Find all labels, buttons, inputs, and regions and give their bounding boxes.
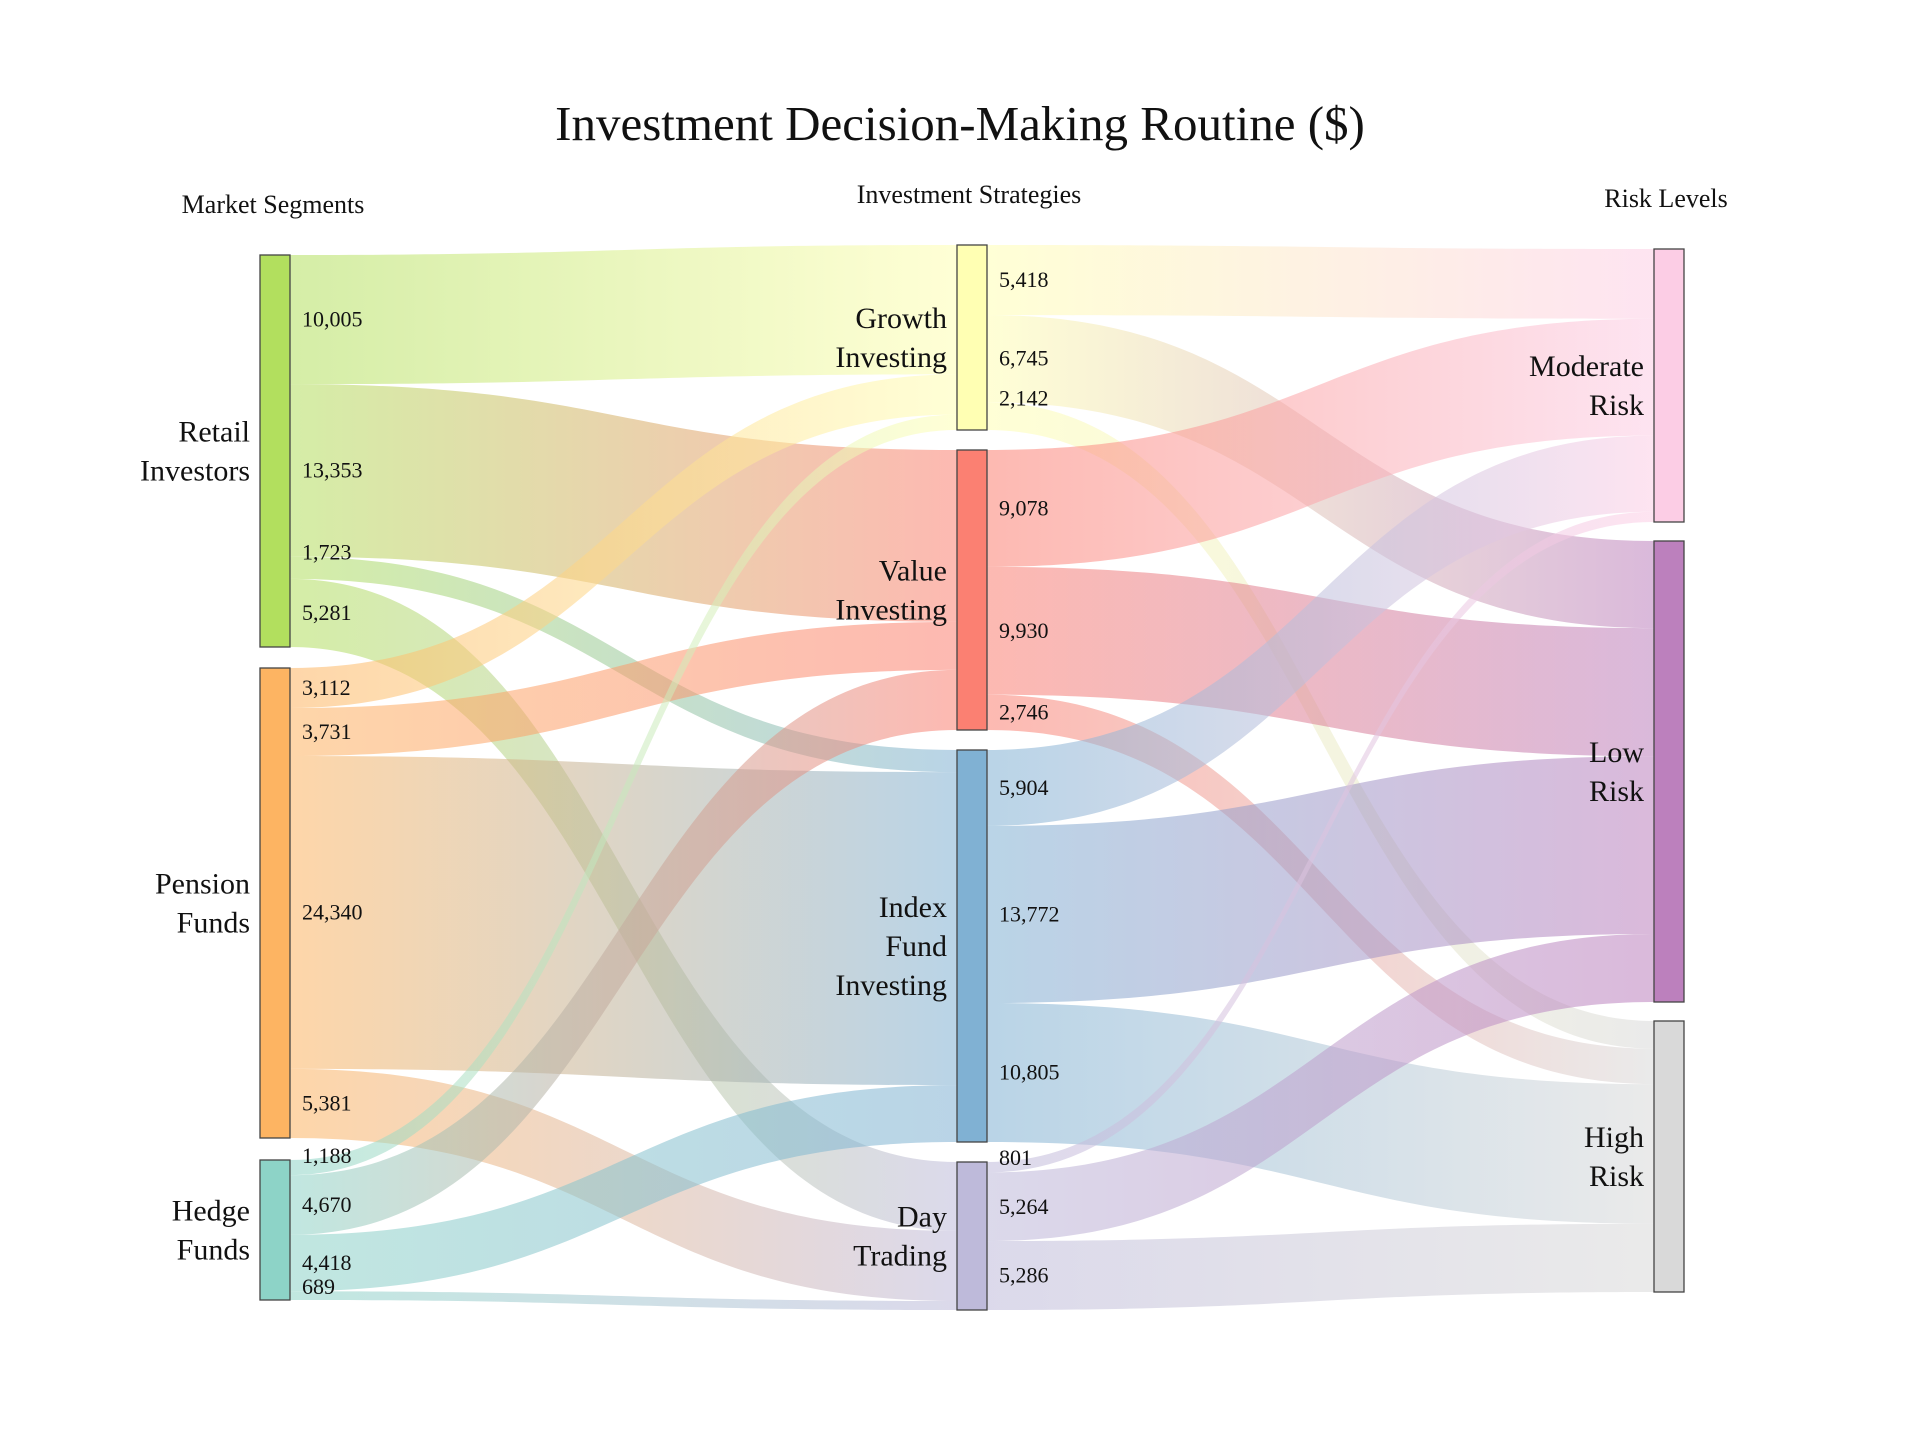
link-value-growth-high: 2,142: [999, 385, 1049, 410]
node-pension: [259, 667, 291, 1139]
node-label-growth: Growth Investing: [835, 302, 947, 374]
link-hedge-value: [290, 669, 957, 1235]
link-value-pension-value: 3,731: [302, 719, 352, 744]
link-hedge-day: [290, 1291, 957, 1310]
column-header-risk-levels: Risk Levels: [1604, 184, 1728, 213]
link-value-hedge-day: 689: [302, 1274, 335, 1299]
link-pension-value: [290, 621, 957, 756]
link-index-moderate: [987, 435, 1654, 826]
link-value-index-high: 10,805: [999, 1060, 1060, 1085]
link-value-retail-growth: 10,005: [302, 307, 363, 332]
link-value-hedge-growth: 1,188: [302, 1143, 352, 1168]
link-value-pension-growth: 3,112: [302, 675, 351, 700]
link-growth-moderate: [987, 245, 1654, 319]
link-day-moderate: [987, 511, 1654, 1173]
link-growth-high: [987, 402, 1654, 1049]
link-value-hedge-index: 4,418: [302, 1250, 352, 1275]
link-retail-growth: [290, 245, 957, 385]
link-value-pension-day: 5,381: [302, 1090, 352, 1115]
link-hedge-growth: [290, 414, 957, 1176]
link-day-high: [987, 1223, 1654, 1310]
labels-layer: 10,005 13,353 1,723 5,281 3,112 3,731 24,340 5,…: [140, 267, 1644, 1299]
chart-title: Investment Decision-Making Routine ($): [555, 96, 1365, 151]
node-label-high: High Risk: [1584, 1121, 1644, 1193]
node-label-retail: Retail Investors: [140, 416, 250, 488]
link-value-hedge-value: 4,670: [302, 1192, 352, 1217]
node-high: [1653, 1020, 1685, 1293]
link-value-day-moderate: 801: [999, 1145, 1032, 1170]
node-label-day: Day Trading: [853, 1201, 947, 1273]
node-moderate: [1653, 248, 1685, 523]
link-value-value-low: 9,930: [999, 618, 1049, 643]
link-retail-index: [290, 556, 957, 773]
links-layer: [290, 245, 1654, 1310]
link-value-retail-value: 13,353: [302, 457, 363, 482]
column-header-investment-strategies: Investment Strategies: [857, 180, 1082, 209]
node-label-pension: Pension Funds: [155, 868, 250, 940]
node-value: [956, 449, 988, 731]
node-day: [956, 1161, 988, 1311]
nodes-layer: [259, 244, 1685, 1311]
link-value-day-high: 5,286: [999, 1263, 1049, 1288]
node-low: [1653, 540, 1685, 1003]
node-hedge: [259, 1159, 291, 1301]
link-value-growth-low: 6,745: [999, 346, 1049, 371]
link-value-growth-moderate: 5,418: [999, 267, 1049, 292]
link-day-low: [987, 934, 1654, 1242]
link-value-moderate: [987, 318, 1654, 567]
link-value-pension-index: 24,340: [302, 899, 363, 924]
link-value-index-moderate: 5,904: [999, 775, 1049, 800]
link-pension-index: [290, 755, 957, 1086]
node-label-index: Index Fund Investing: [835, 891, 947, 1002]
link-pension-growth: [290, 374, 957, 709]
link-hedge-index: [290, 1085, 957, 1292]
link-value-retail-day: 5,281: [302, 600, 352, 625]
link-value-value-moderate: 9,078: [999, 495, 1049, 520]
node-growth: [956, 244, 988, 431]
link-value-value-high: 2,746: [999, 699, 1049, 724]
node-label-low: Low Risk: [1589, 736, 1644, 808]
link-value-retail-index: 1,723: [302, 540, 352, 565]
node-label-hedge: Hedge Funds: [172, 1195, 250, 1267]
node-index: [956, 749, 988, 1143]
node-label-moderate: Moderate Risk: [1529, 350, 1644, 422]
column-header-market-segments: Market Segments: [182, 190, 365, 219]
link-value-day-low: 5,264: [999, 1194, 1049, 1219]
link-value-index-low: 13,772: [999, 901, 1060, 926]
node-retail: [259, 254, 291, 648]
link-index-low: [987, 756, 1654, 1004]
node-label-value: Value Investing: [835, 555, 947, 627]
